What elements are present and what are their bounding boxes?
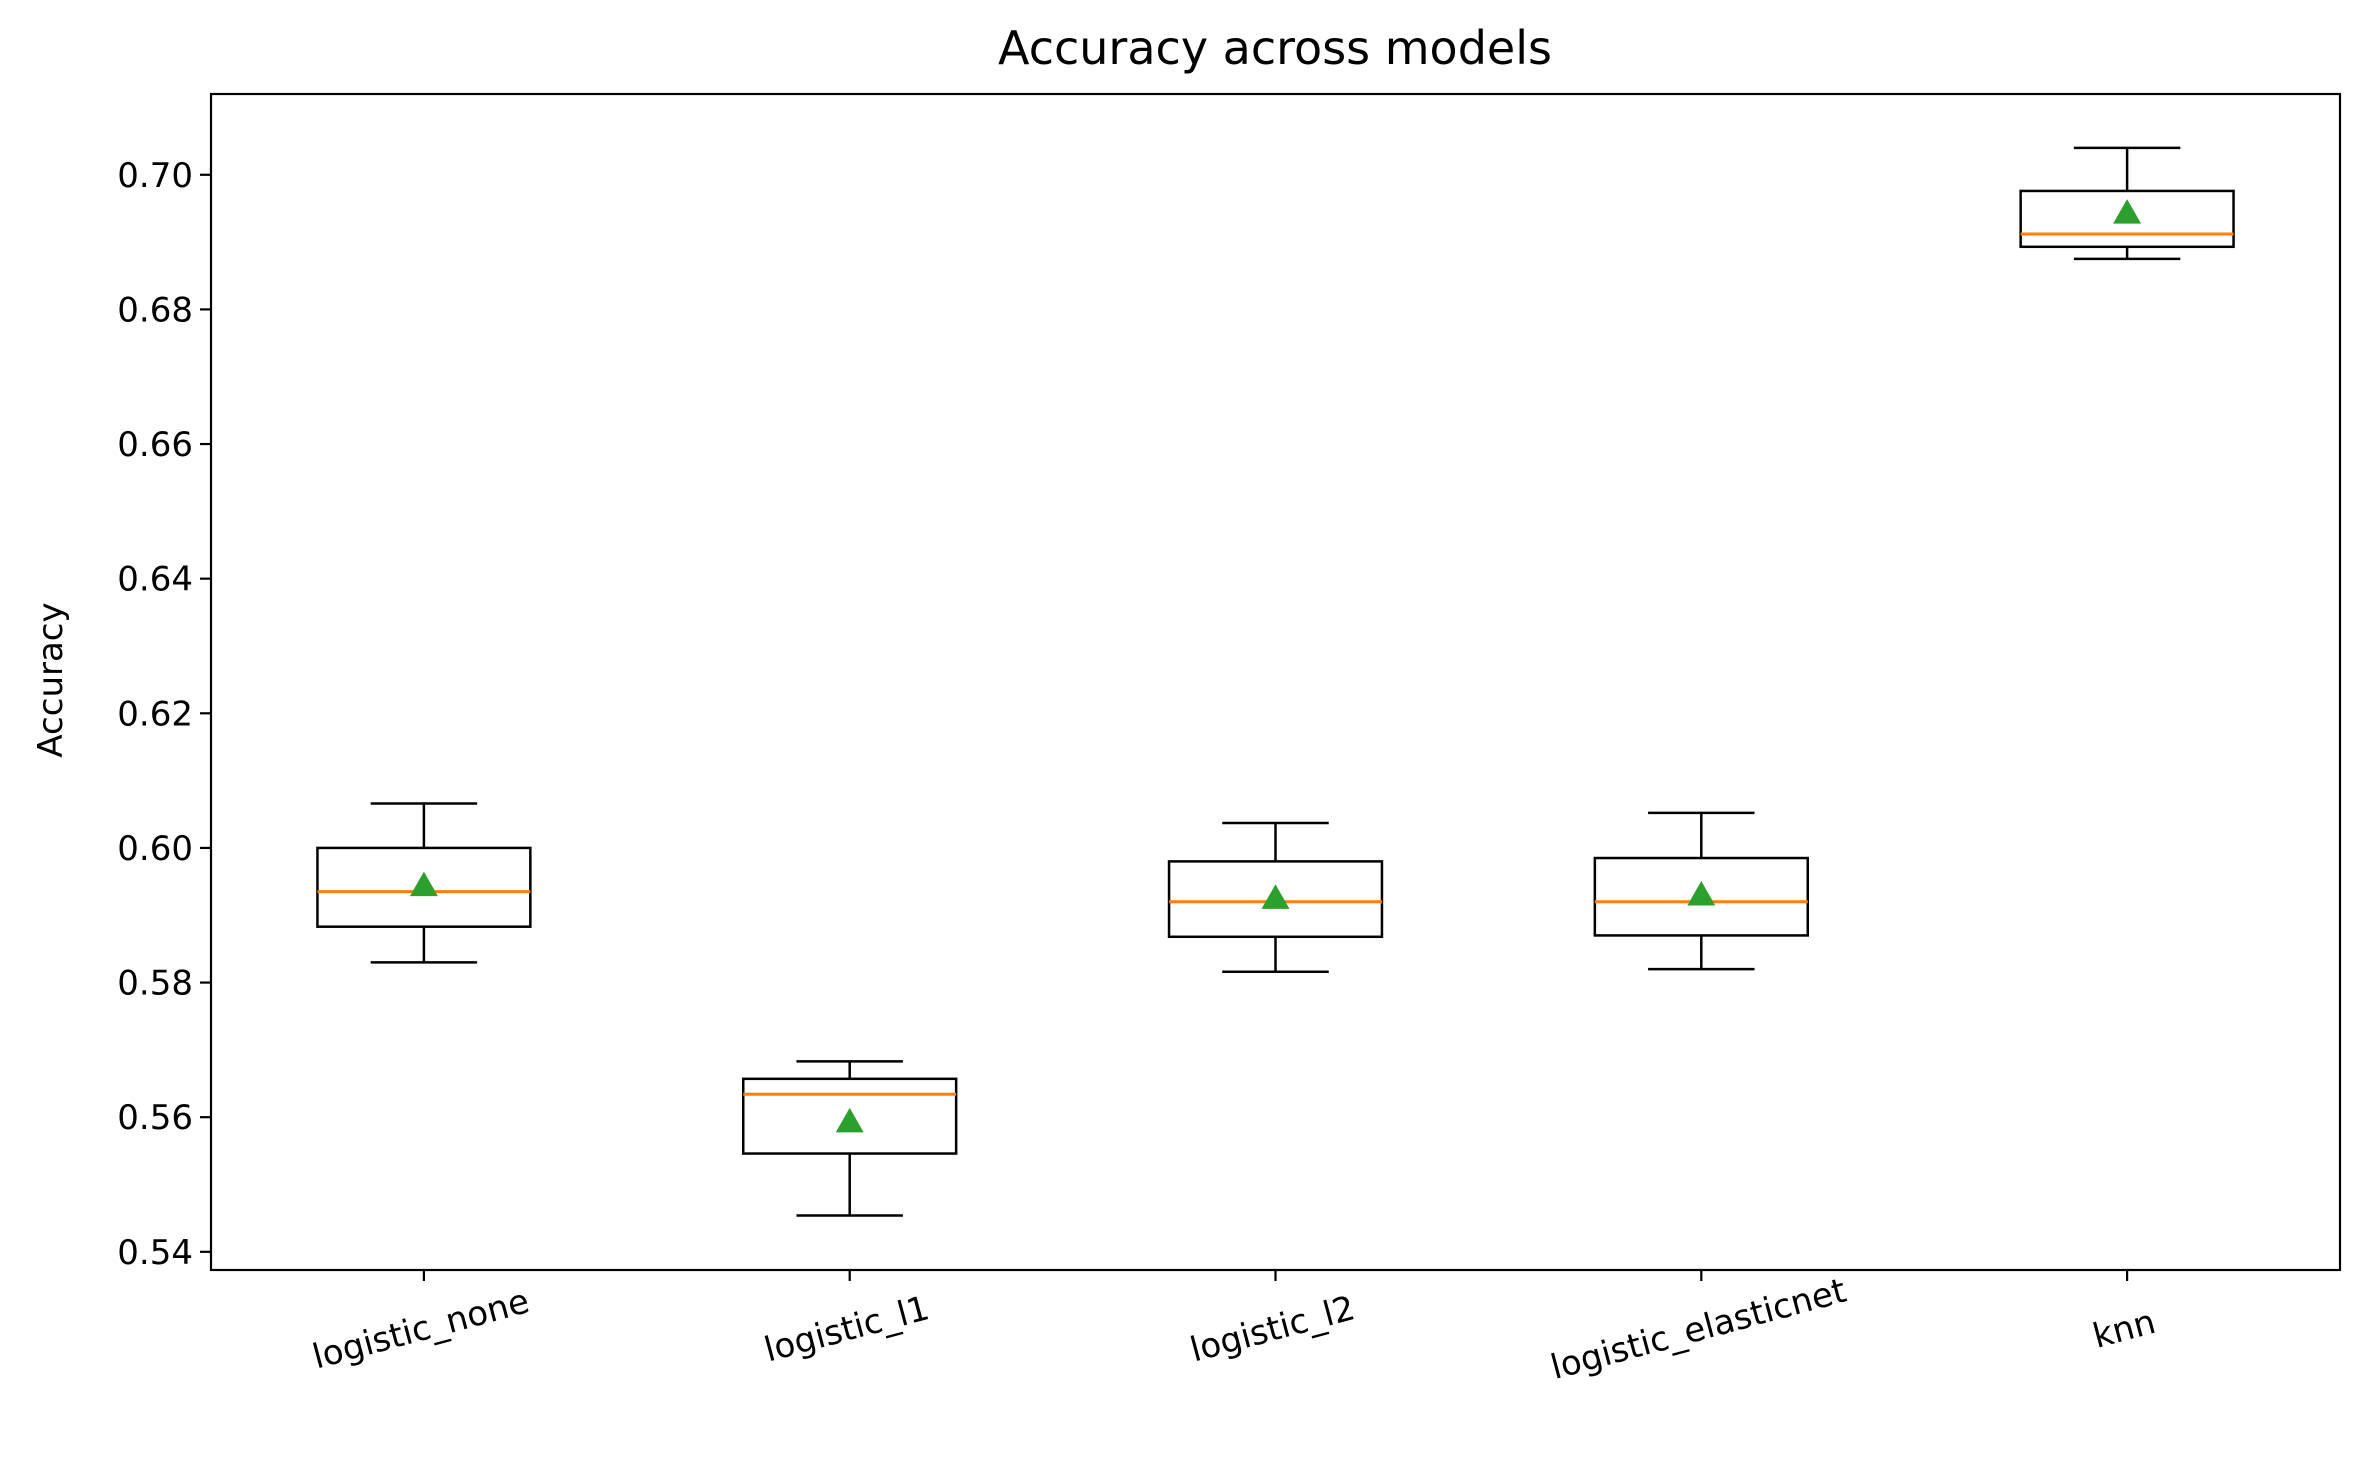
mean-marker (835, 1107, 864, 1133)
y-tick-label: 0.60 (117, 829, 193, 869)
box-iqr (1167, 860, 1384, 939)
chart-title: Accuracy across models (998, 21, 1552, 75)
box-iqr (1593, 856, 1809, 937)
y-tick-label: 0.64 (117, 560, 193, 600)
y-tick-label: 0.54 (117, 1233, 193, 1273)
y-axis-label: Accuracy (31, 602, 71, 757)
mean-marker (1261, 884, 1290, 909)
y-tick-label: 0.58 (117, 964, 193, 1004)
mean-marker (2113, 199, 2142, 224)
axes-frame (209, 92, 2342, 1272)
box-iqr (2019, 189, 2235, 249)
box-iqr (742, 1077, 958, 1155)
box-iqr (316, 846, 532, 928)
y-tick-label: 0.70 (117, 156, 193, 196)
y-tick-label: 0.68 (117, 290, 193, 330)
y-tick-label: 0.56 (117, 1098, 193, 1138)
mean-marker (409, 871, 438, 897)
y-tick-label: 0.66 (117, 425, 193, 465)
mean-marker (1687, 881, 1716, 906)
y-tick-label: 0.62 (117, 694, 193, 734)
